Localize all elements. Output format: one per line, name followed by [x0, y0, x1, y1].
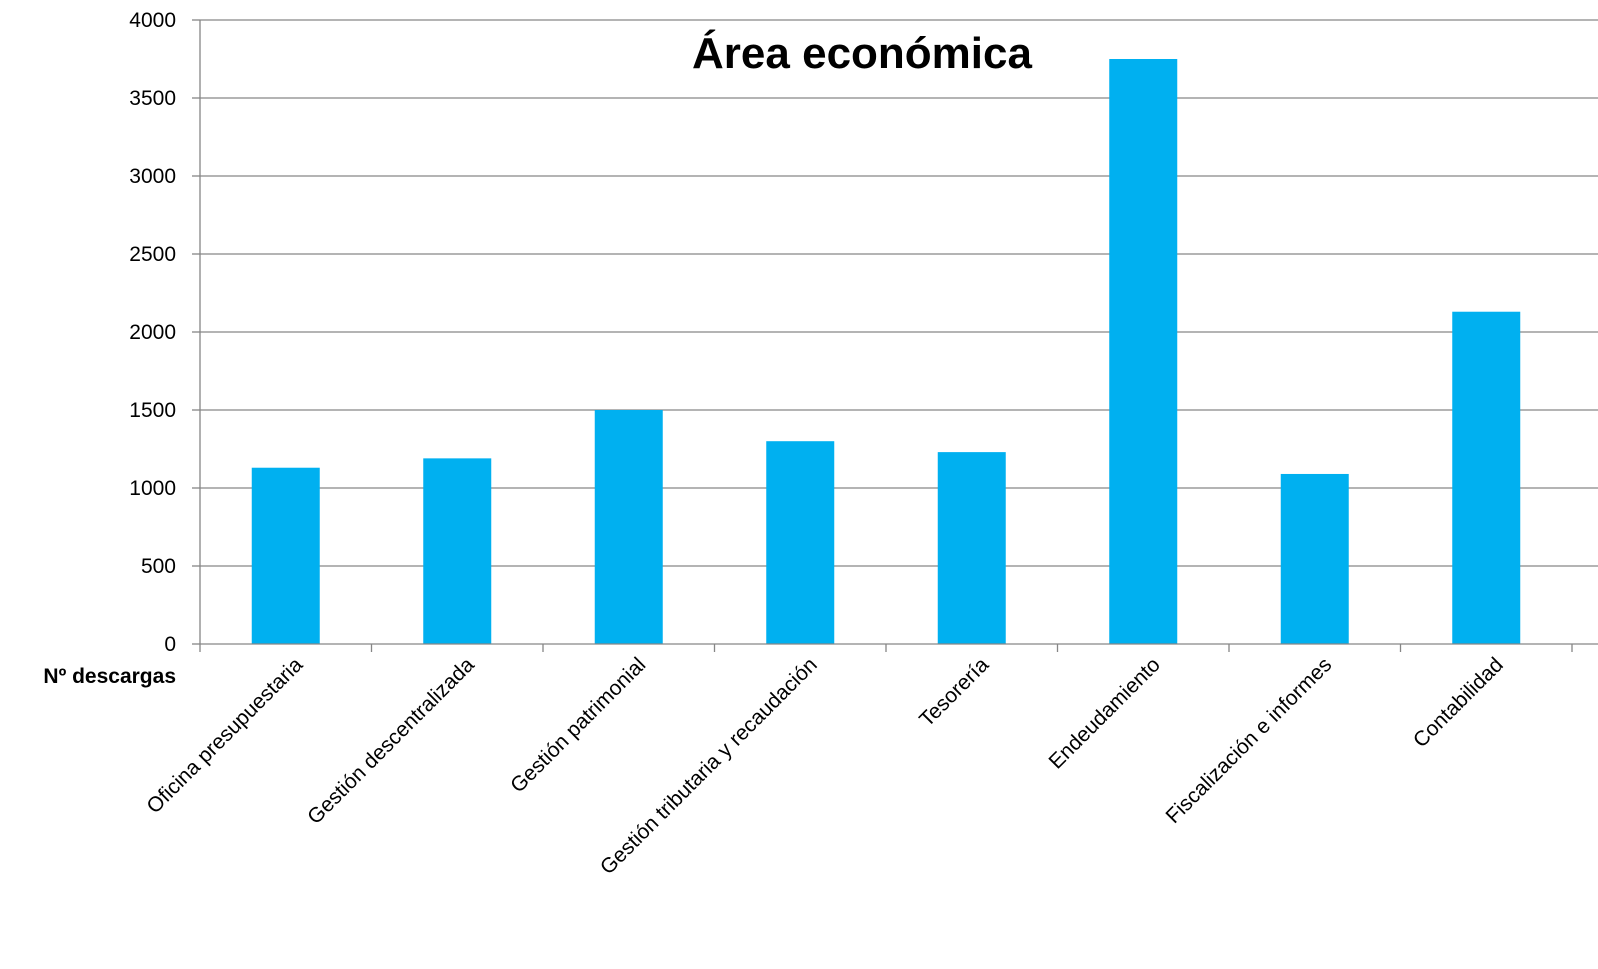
x-tick-label: Contabilidad [1409, 653, 1508, 752]
y-tick-label: 4000 [129, 9, 176, 32]
y-tick-label: 500 [141, 555, 176, 578]
bar [1452, 311, 1521, 644]
chart-title: Área económica [692, 28, 1032, 78]
y-tick-label: 0 [164, 633, 176, 656]
y-tick-label: 3500 [129, 87, 176, 110]
bar [1109, 59, 1178, 644]
y-tick-label: 1500 [129, 399, 176, 422]
y-tick-labels: 0 500 1000 1500 2000 2500 3000 3500 4000 [129, 9, 176, 656]
bars [251, 59, 1521, 644]
x-tick-label: Endeudamiento [1044, 653, 1164, 773]
bar [594, 410, 663, 644]
axes [192, 19, 1598, 652]
bar [937, 452, 1006, 644]
x-tick-label: Tesorería [915, 653, 993, 731]
y-tick-label: 2000 [129, 321, 176, 344]
x-tick-label: Gestión patrimonial [506, 653, 650, 797]
gridlines [200, 19, 1598, 567]
bar [423, 458, 492, 644]
x-tick-label: Gestión descentralizada [303, 653, 479, 829]
bar [251, 467, 320, 644]
y-axis-title: Nº descargas [43, 665, 176, 688]
y-tick-label: 2500 [129, 243, 176, 266]
bar [766, 441, 835, 644]
y-tick-label: 1000 [129, 477, 176, 500]
y-tick-label: 3000 [129, 165, 176, 188]
bar [1280, 473, 1349, 644]
x-tick-label: Fiscalización e informes [1162, 653, 1337, 828]
